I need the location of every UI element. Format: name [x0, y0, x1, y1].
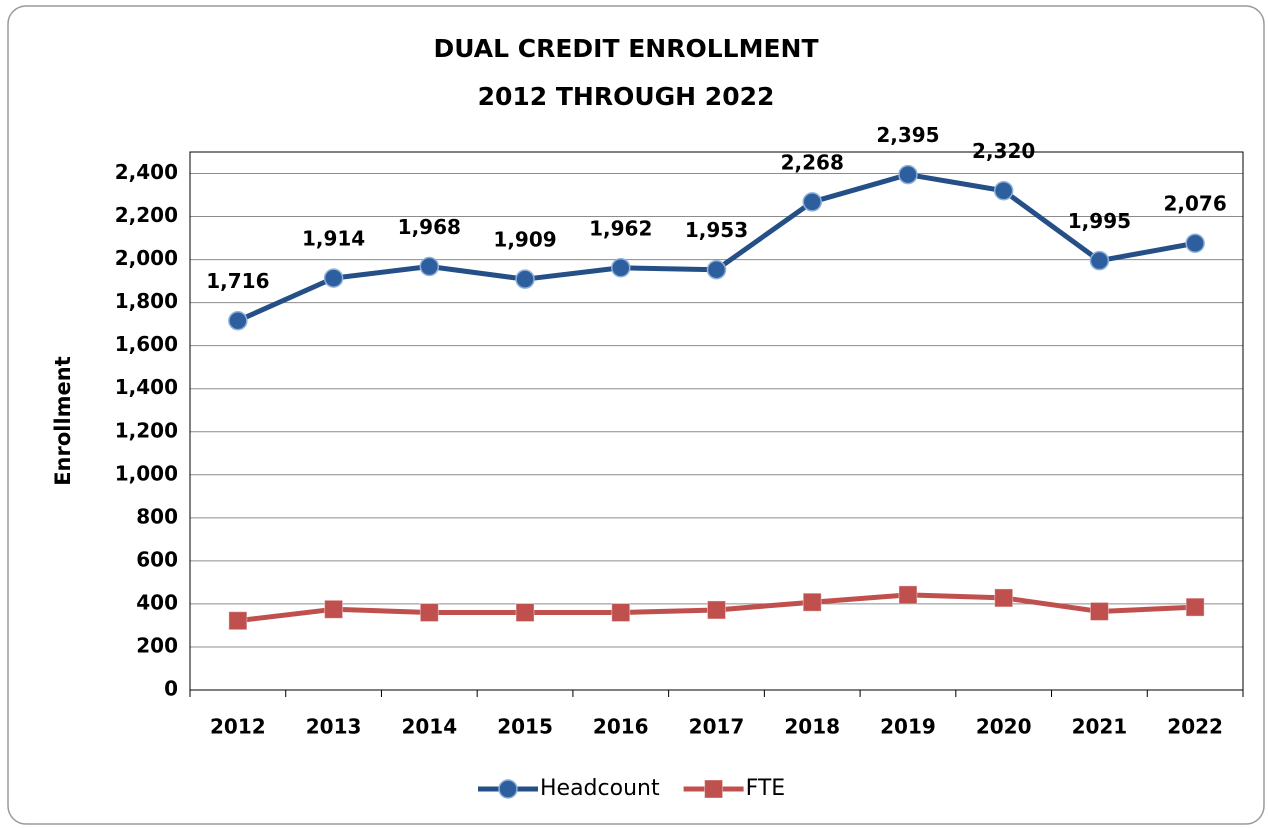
x-tick-label: 2012 [210, 715, 266, 739]
y-tick-label: 1,600 [115, 332, 178, 356]
data-label: 2,268 [781, 150, 844, 174]
data-point [802, 592, 822, 612]
data-point [706, 259, 727, 280]
data-point [419, 603, 439, 623]
chart-subtitle: 2012 THROUGH 2022 [478, 82, 775, 111]
data-point [324, 599, 344, 619]
x-tick-label: 2014 [401, 715, 457, 739]
x-tick-label: 2016 [593, 715, 649, 739]
y-tick-label: 800 [136, 504, 178, 528]
data-point [1185, 597, 1205, 617]
x-tick-label: 2018 [784, 715, 840, 739]
data-point [323, 268, 344, 288]
y-tick-label: 1,200 [115, 418, 178, 442]
data-label: 1,716 [206, 269, 269, 293]
y-tick-label: 1,400 [115, 375, 178, 399]
data-point [898, 585, 918, 605]
legend-marker [498, 779, 518, 799]
data-point [1089, 250, 1110, 271]
y-tick-label: 2,400 [115, 160, 178, 184]
legend-marker [704, 779, 724, 799]
data-point [515, 603, 535, 623]
data-point [515, 269, 535, 289]
data-point [611, 258, 631, 278]
legend-label: FTE [746, 776, 786, 801]
x-tick-label: 2015 [497, 715, 553, 739]
chart-border [7, 5, 1265, 825]
y-tick-label: 600 [136, 547, 178, 571]
data-point [993, 180, 1014, 201]
data-label: 1,962 [589, 216, 652, 240]
y-tick-label: 1,000 [115, 461, 178, 485]
data-label: 1,995 [1068, 209, 1131, 233]
plot-frame [189, 151, 1244, 691]
data-label: 2,320 [972, 139, 1035, 163]
x-tick-label: 2017 [689, 715, 745, 739]
data-point [994, 588, 1014, 608]
x-tick-label: 2019 [880, 715, 936, 739]
data-point [802, 192, 822, 212]
x-tick-label: 2013 [306, 715, 362, 739]
y-tick-label: 0 [164, 677, 178, 701]
data-point [1089, 601, 1109, 621]
y-tick-label: 2,200 [115, 203, 178, 227]
legend-label: Headcount [540, 776, 660, 801]
data-label: 1,953 [685, 218, 748, 242]
data-label: 2,395 [876, 123, 939, 147]
data-label: 2,076 [1164, 192, 1227, 216]
data-point [707, 600, 726, 620]
chart-title: DUAL CREDIT ENROLLMENT [433, 34, 818, 63]
data-label: 1,909 [493, 228, 556, 252]
data-point [228, 310, 248, 331]
x-tick-label: 2020 [976, 715, 1032, 739]
y-tick-label: 400 [136, 590, 178, 614]
data-point [419, 256, 440, 277]
x-tick-label: 2021 [1072, 715, 1128, 739]
data-point [898, 164, 918, 185]
y-axis-label: Enrollment [51, 356, 75, 486]
y-tick-label: 1,800 [115, 289, 178, 313]
data-label: 1,968 [398, 215, 461, 239]
data-label: 1,914 [302, 227, 365, 251]
data-point [611, 603, 631, 623]
y-tick-label: 2,000 [115, 246, 178, 270]
data-point [228, 611, 248, 631]
y-tick-label: 200 [136, 633, 178, 657]
x-tick-label: 2022 [1167, 715, 1223, 739]
data-point [1185, 233, 1205, 253]
